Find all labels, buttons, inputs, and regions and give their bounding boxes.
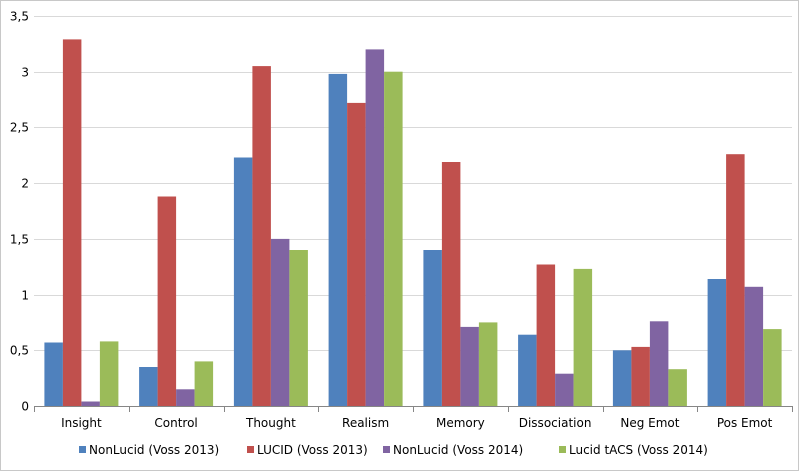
y-tick-label: 2,5 (10, 121, 29, 135)
y-tick-label: 2 (21, 177, 29, 191)
bar (62, 39, 82, 407)
bar (763, 329, 782, 406)
legend-item: NonLucid (Voss 2014) (383, 443, 523, 457)
y-tick-label: 0,5 (10, 344, 29, 358)
legend-swatch (383, 446, 390, 453)
bar (99, 341, 119, 406)
bar (441, 162, 461, 406)
bar (573, 268, 593, 406)
legend-item: LUCID (Voss 2013) (247, 443, 368, 457)
bar (518, 334, 537, 406)
bar (233, 157, 253, 406)
legend-label: Lucid tACS (Voss 2014) (569, 443, 708, 457)
legend-label: LUCID (Voss 2013) (257, 443, 368, 457)
bars (44, 39, 782, 407)
x-tick-label: Realism (342, 416, 389, 430)
bar (289, 250, 308, 406)
legend-swatch (559, 446, 566, 453)
x-tick-label: Neg Emot (620, 416, 679, 430)
bar (631, 346, 650, 406)
bar (81, 401, 100, 406)
bar (649, 321, 669, 406)
bar (347, 102, 366, 407)
bar (384, 71, 403, 406)
bar (726, 154, 745, 406)
gridlines (34, 16, 792, 351)
y-tick-label: 3,5 (10, 10, 29, 24)
bar (460, 326, 479, 406)
x-tick-label: Insight (61, 416, 102, 430)
bar (194, 361, 214, 406)
bar (668, 369, 687, 406)
bar (328, 73, 348, 407)
bar (252, 66, 271, 406)
x-tick-label: Pos Emot (717, 416, 773, 430)
x-tick-label: Dissociation (519, 416, 592, 430)
y-tick-label: 0 (21, 400, 29, 414)
legend-swatch (79, 446, 86, 453)
y-tick-label: 3 (21, 66, 29, 80)
legend: NonLucid (Voss 2013) LUCID (Voss 2013) Non… (79, 443, 708, 457)
bar (536, 264, 556, 406)
legend-label: NonLucid (Voss 2014) (393, 443, 523, 457)
bar (744, 286, 764, 406)
bar (612, 350, 632, 406)
legend-label: NonLucid (Voss 2013) (89, 443, 219, 457)
x-tick-label: Memory (436, 416, 485, 430)
bar (478, 322, 498, 406)
y-tick-label: 1 (21, 289, 29, 303)
axes (34, 406, 793, 412)
bar (139, 367, 158, 406)
bar (365, 49, 385, 407)
x-tick-label: Thought (245, 416, 296, 430)
bar (157, 196, 177, 406)
legend-swatch (247, 446, 254, 453)
bar (270, 238, 290, 406)
bar (44, 342, 63, 406)
x-tick-label: Control (154, 416, 197, 430)
tick-labels: 0 0,5 1 1,5 2 2,5 3 3,5 Insight Control Thought Rea… (10, 10, 773, 431)
legend-item: NonLucid (Voss 2013) (79, 443, 219, 457)
bar (176, 389, 195, 406)
legend-item: Lucid tACS (Voss 2014) (559, 443, 708, 457)
bar (423, 250, 442, 406)
bar (555, 373, 574, 406)
y-tick-label: 1,5 (10, 233, 29, 247)
bar (707, 279, 727, 406)
